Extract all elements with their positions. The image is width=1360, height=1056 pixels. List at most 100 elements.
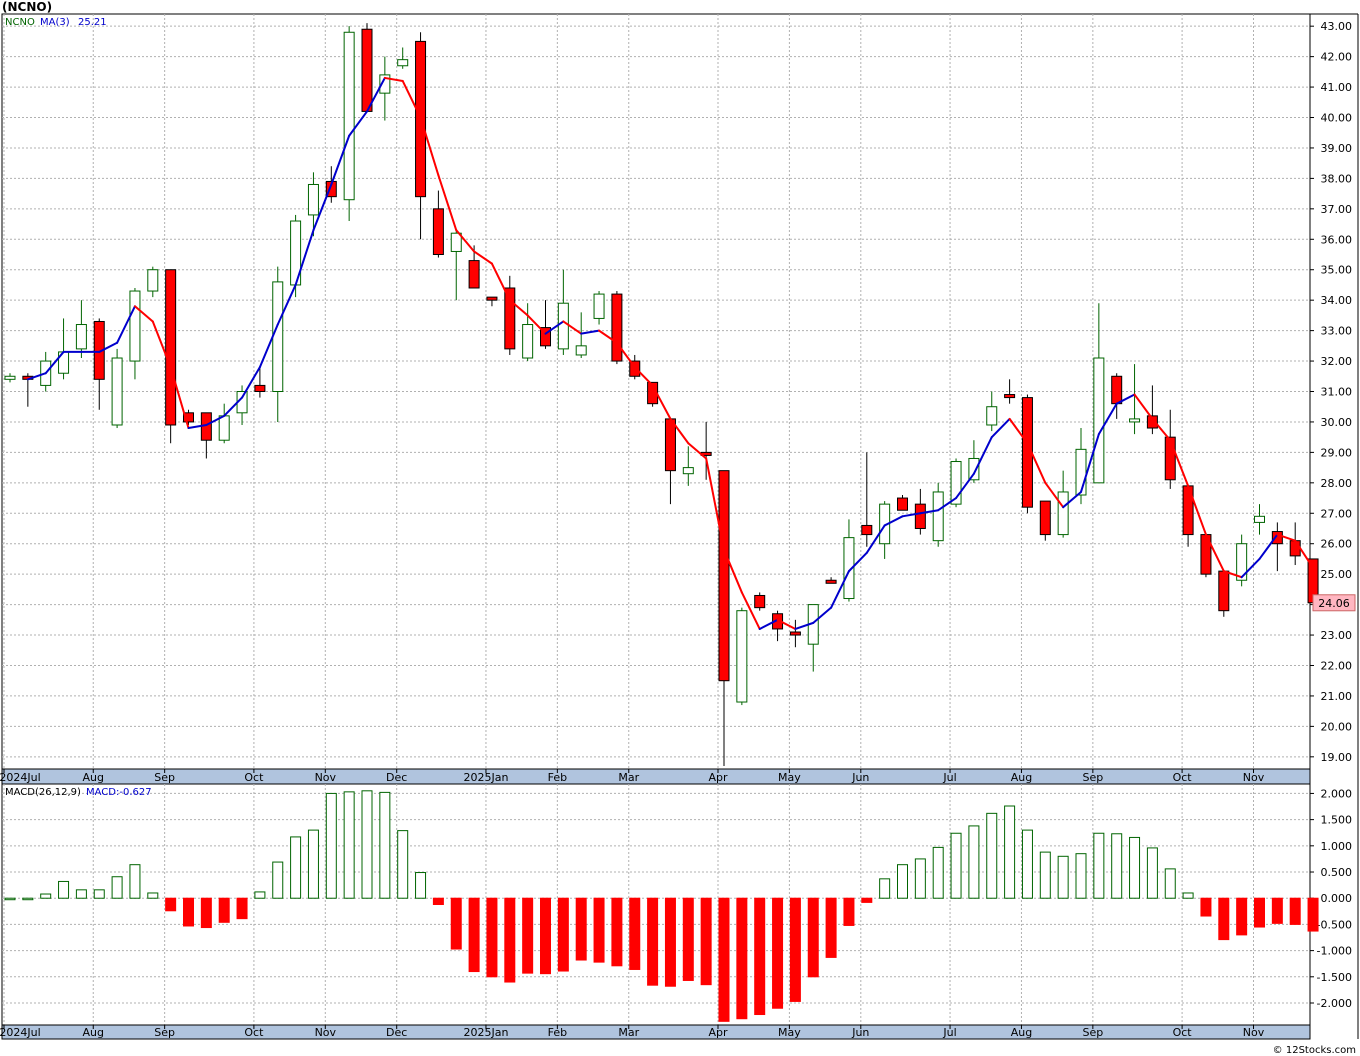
candle-body-up (1236, 543, 1248, 581)
candle-body-down (754, 594, 766, 609)
ma3-line-segment (187, 423, 208, 430)
candle-body-up (111, 357, 123, 426)
candle-body-down (718, 470, 730, 682)
macd-bar-positive (1129, 836, 1141, 899)
macd-bar-negative (1271, 897, 1283, 924)
candle-body-down (183, 412, 194, 423)
macd-x-tick-label: Apr (708, 1026, 728, 1039)
candle-body-down (1164, 436, 1176, 481)
ma3-line-segment (705, 457, 725, 551)
macd-legend-value: MACD:-0.627 (86, 787, 152, 798)
ma3-line-segment (598, 329, 618, 344)
macd-bar-positive (147, 892, 159, 899)
macd-bar-positive (968, 825, 980, 899)
price-x-tick-label: Jul (942, 771, 956, 784)
macd-x-tick-label: 2025Jan (463, 1026, 508, 1039)
macd-bar-positive (1057, 855, 1069, 899)
ma3-line-segment (1062, 490, 1082, 509)
candle-body-up (736, 610, 748, 703)
macd-x-axis-band (1, 1024, 1311, 1040)
macd-bar-positive (879, 878, 891, 899)
ma3-line-segment (776, 618, 797, 630)
macd-bar-negative (450, 897, 462, 950)
price-y-tick-label: 40.00 (1321, 112, 1353, 125)
candle-body-down (611, 293, 623, 362)
macd-x-tick-label: Sep (1082, 1026, 1103, 1039)
ma3-line-segment (133, 305, 154, 323)
ma3-line-segment (1151, 417, 1172, 442)
ma3-line-segment (812, 606, 833, 624)
macd-bar-positive (1182, 892, 1194, 899)
candle-body-up (129, 290, 141, 362)
price-legend-symbol: NCNO (5, 17, 35, 28)
price-x-tick-label: Aug (1011, 771, 1032, 784)
macd-bar-negative (183, 897, 194, 927)
ma3-line-segment (508, 299, 529, 317)
macd-bar-positive (986, 812, 998, 899)
ma3-line-segment (901, 512, 922, 518)
ma3-line-segment (169, 366, 190, 430)
ma3-line-segment (1240, 557, 1261, 579)
macd-bar-negative (200, 897, 212, 929)
candle-body-up (986, 406, 998, 426)
candle-body-down (486, 296, 498, 301)
candle-body-down (789, 631, 801, 636)
candle-body-up (843, 537, 855, 600)
ma3-line-segment (972, 436, 993, 475)
price-y-tick-label: 43.00 (1321, 20, 1353, 33)
macd-bar-negative (700, 897, 712, 986)
macd-bar-negative (236, 897, 248, 920)
macd-bar-positive (272, 861, 284, 899)
candle-body-up (932, 491, 944, 542)
ma3-line-segment (330, 134, 351, 186)
ma3-line-segment (758, 618, 779, 630)
macd-bar-positive (361, 790, 373, 899)
ma3-line-segment (26, 372, 47, 381)
ma3-line-segment (312, 183, 333, 232)
price-y-tick-label: 34.00 (1321, 294, 1353, 307)
ma3-line-segment (1115, 393, 1136, 405)
ma3-line-segment (241, 366, 261, 399)
macd-bar-negative (1218, 897, 1230, 941)
ma3-line-segment (740, 591, 761, 630)
candle-body-down (1218, 570, 1230, 612)
macd-bar-negative (1289, 897, 1301, 925)
macd-bar-negative (486, 897, 498, 978)
ma3-line-segment (437, 174, 458, 232)
last-price-tag (1312, 594, 1356, 612)
price-y-tick-label: 29.00 (1321, 446, 1353, 459)
ma3-line-segment (1258, 533, 1279, 560)
last-price-label: 24.06 (1318, 597, 1350, 610)
macd-bar-negative (647, 897, 659, 986)
ma3-line-segment (615, 341, 636, 369)
macd-bar-negative (432, 897, 444, 906)
macd-bar-negative (165, 897, 177, 912)
macd-bar-positive (325, 792, 337, 899)
macd-y-tick-label: -1.500 (1317, 971, 1352, 984)
macd-y-tick-label: 2.000 (1321, 787, 1353, 800)
candle-body-up (593, 293, 605, 319)
macd-bar-negative (772, 897, 784, 1009)
ma3-line-segment (1026, 442, 1047, 484)
copyright-footer: © 12Stocks.com (1272, 1045, 1356, 1056)
price-y-tick-label: 21.00 (1321, 690, 1353, 703)
ma3-line-segment (366, 76, 386, 113)
candle-body-up (1075, 448, 1087, 496)
macd-bar-positive (1164, 868, 1176, 899)
ma3-line-segment (490, 262, 511, 302)
ma3-line-segment (669, 417, 690, 445)
ma3-line-segment (294, 229, 315, 286)
ma3-line-segment (473, 250, 493, 265)
macd-y-tick-label: -1.000 (1317, 945, 1352, 958)
price-legend-indicator: MA(3) (40, 17, 70, 28)
macd-bar-negative (522, 897, 534, 974)
ma3-line-segment (687, 442, 708, 460)
candle-body-down (165, 269, 177, 426)
candle-body-down (861, 524, 873, 536)
macd-bar-positive (343, 791, 355, 899)
price-x-tick-label: 2024Jul (0, 771, 41, 784)
candle-body-down (1111, 375, 1123, 405)
price-x-tick-label: 2025Jan (463, 771, 508, 784)
candle-body-up (1093, 357, 1105, 484)
ma3-line-segment (1187, 484, 1207, 536)
